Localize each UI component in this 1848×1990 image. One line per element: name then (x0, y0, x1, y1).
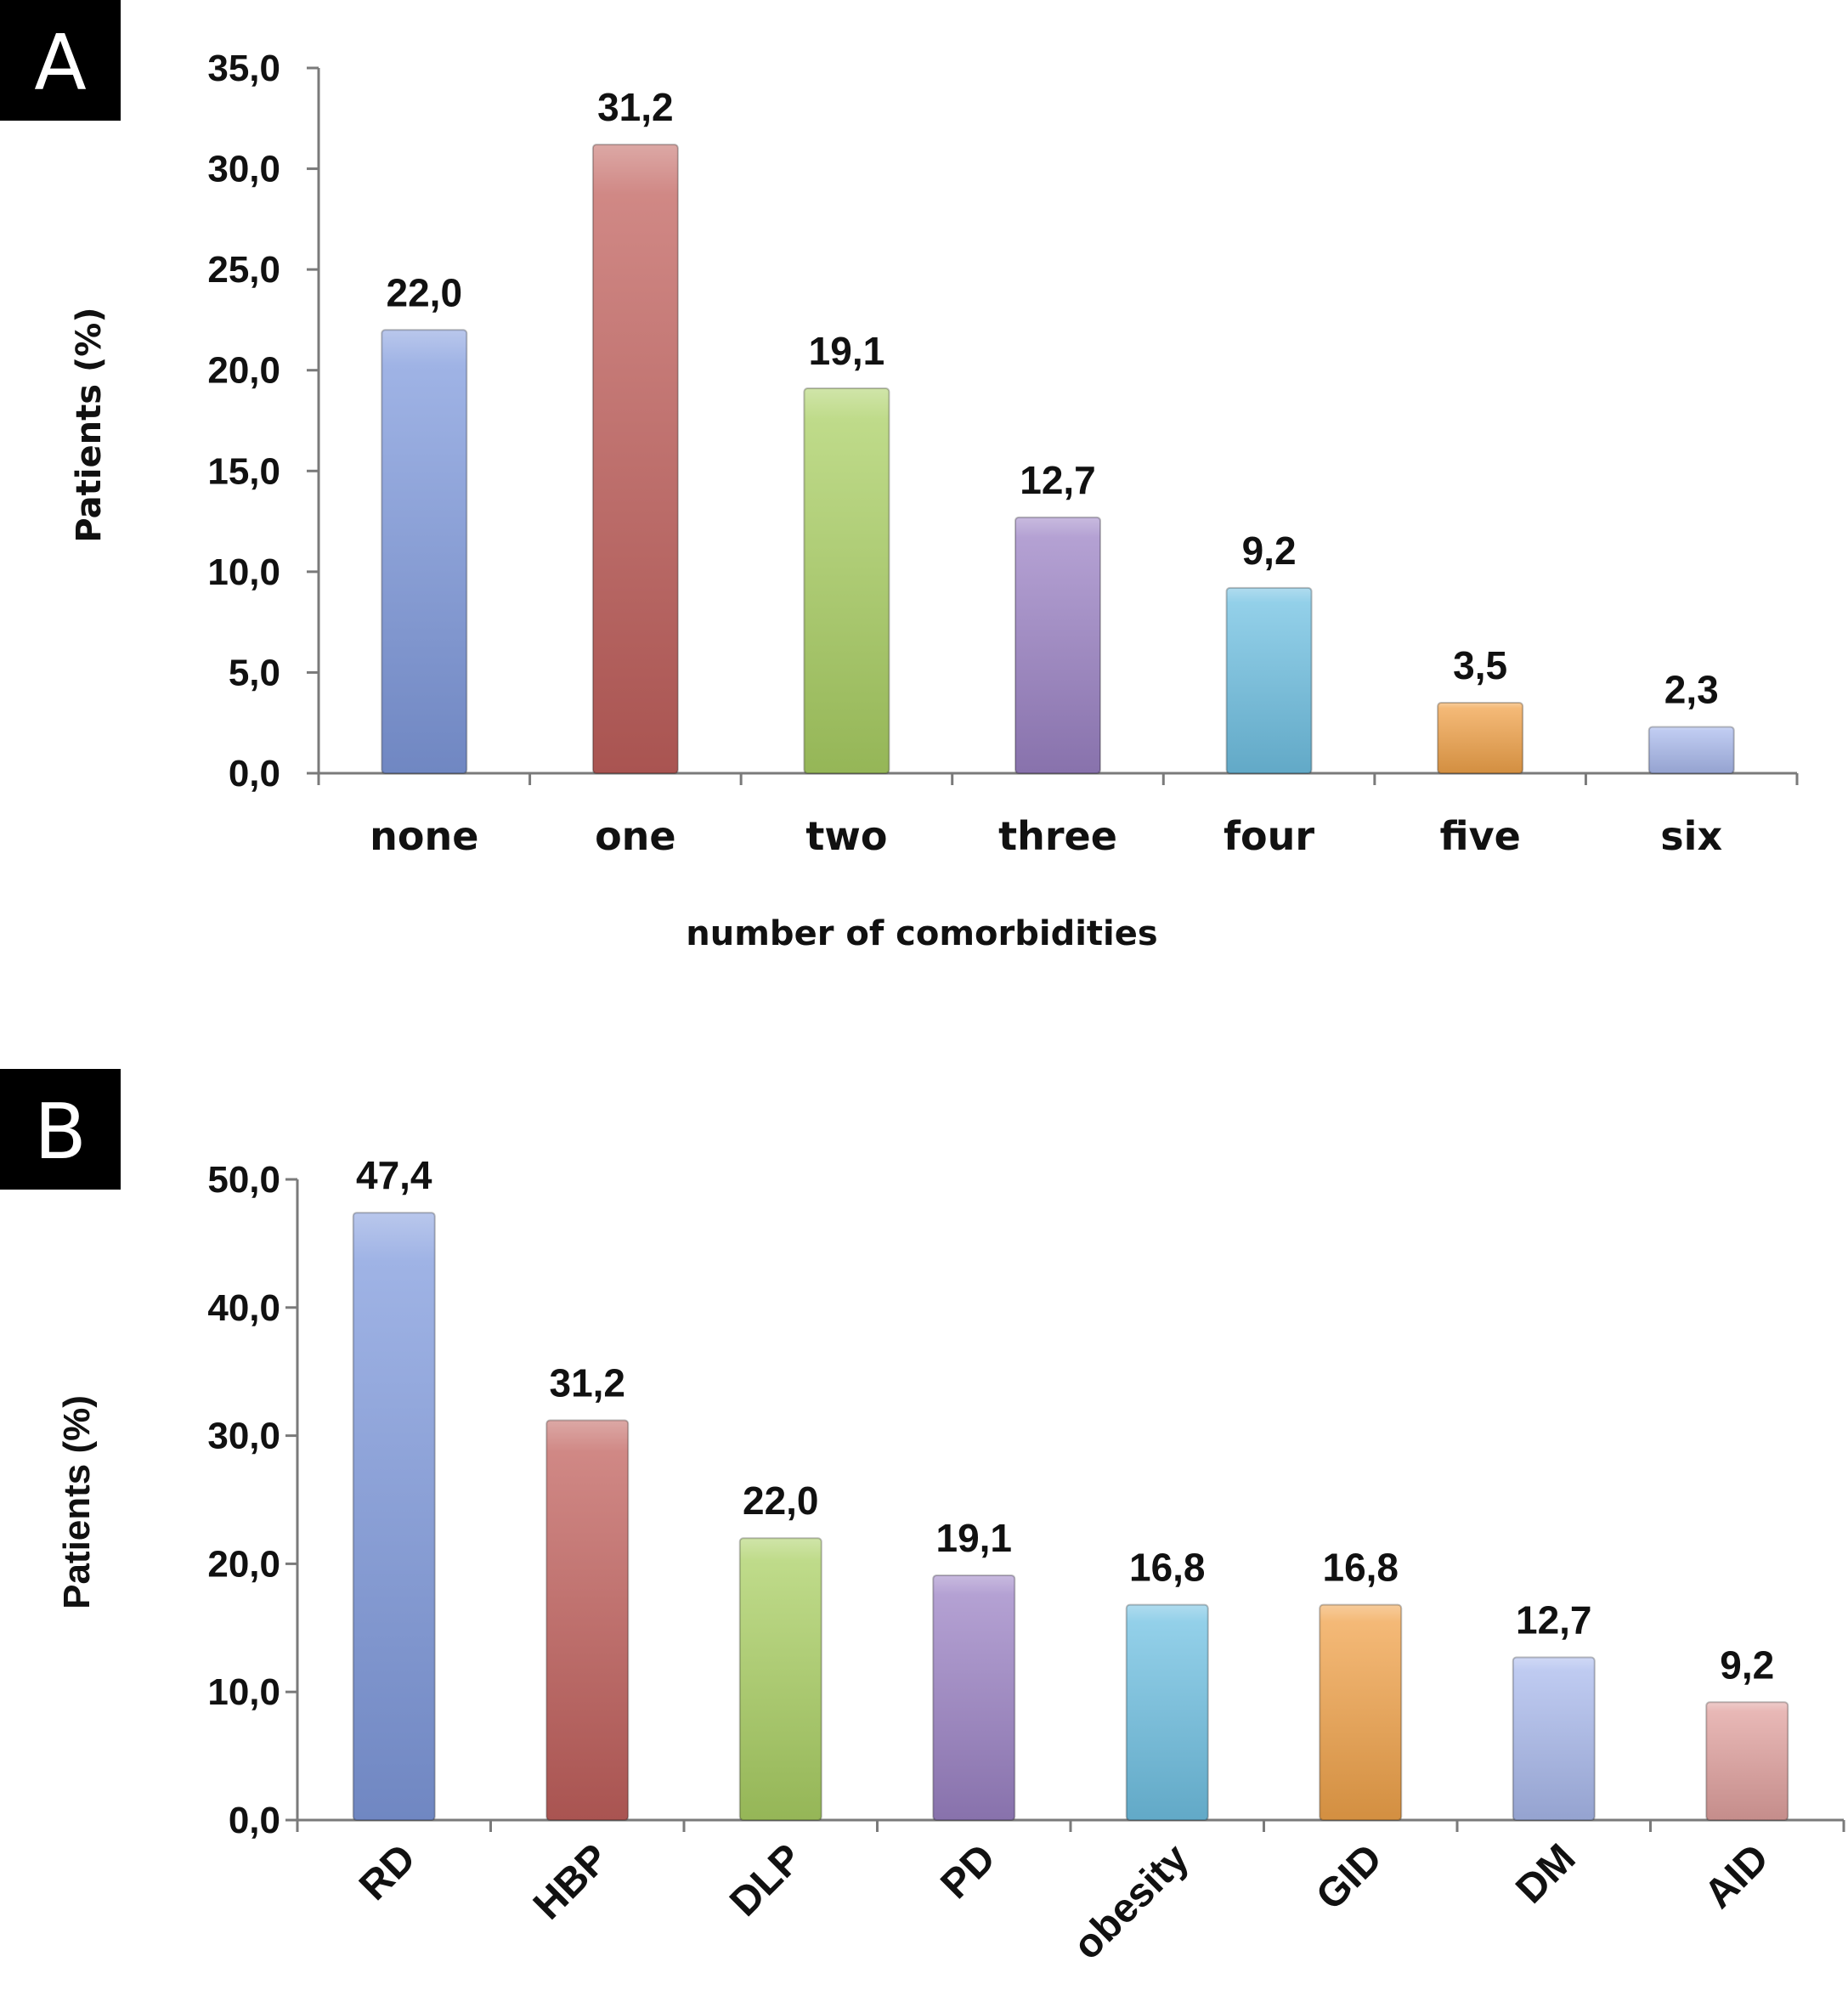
panel-b-bar-obesity (1125, 1603, 1209, 1821)
panel-b-badge-label: B (34, 1088, 87, 1177)
panel-a-y-tick-label: 15,0 (207, 450, 280, 492)
panel-a-category-label: two (805, 813, 887, 859)
panel-a-data-label: 9,2 (1242, 529, 1297, 573)
panel-a-category-label: five (1440, 813, 1521, 859)
panel-b-y-tick-label: 50,0 (207, 1159, 280, 1201)
panel-b-category-label: obesity (1065, 1835, 1198, 1969)
panel-a-y-tick-label: 10,0 (207, 551, 280, 593)
panel-b-bar-pd (932, 1574, 1016, 1822)
panel-b-data-label: 16,8 (1129, 1546, 1206, 1590)
panel-a-y-tick-label: 25,0 (207, 249, 280, 291)
panel-a-y-axis-title: Patients (%) (70, 307, 109, 542)
panel-a-bar-none (381, 329, 468, 774)
panel-a-chart: A 0,0 5,0 10,0 15,0 20,0 25,0 30,0 35,0 none one t… (0, 0, 1799, 953)
panel-b-axes: 0,0 10,0 20,0 30,0 40,0 50,0 RD HBP DLP PD obesity… (207, 1159, 1845, 1969)
panel-a-bar-six (1647, 726, 1735, 775)
panel-b-category-label: GID (1308, 1835, 1391, 1919)
panel-a-bars: 22,0 31,2 19,1 12,7 9,2 3,5 2,3 (381, 85, 1735, 775)
panel-a-data-label: 3,5 (1453, 643, 1507, 687)
panel-b-y-tick-label: 30,0 (207, 1416, 280, 1457)
panel-a-y-tick-label: 0,0 (229, 753, 280, 794)
panel-b-bar-dlp (738, 1537, 822, 1821)
panel-a-category-label: four (1224, 813, 1314, 859)
panel-b-data-label: 16,8 (1322, 1546, 1399, 1590)
panel-a-bar-three (1014, 516, 1101, 774)
panel-a-data-label: 2,3 (1664, 667, 1719, 711)
panel-b-category-label: DLP (721, 1835, 811, 1925)
panel-a-data-label: 12,7 (1020, 458, 1096, 502)
panel-b-bar-dm (1512, 1656, 1596, 1822)
panel-b-data-label: 22,0 (743, 1478, 819, 1523)
panel-a-y-tick-label: 30,0 (207, 149, 280, 190)
panel-a-data-label: 22,0 (387, 270, 463, 314)
panel-b-category-label: RD (351, 1835, 424, 1908)
panel-b-data-label: 31,2 (549, 1361, 625, 1405)
panel-b-bar-gid (1319, 1603, 1403, 1821)
panel-b-category-label: DM (1507, 1835, 1584, 1912)
panel-b-y-tick-label: 40,0 (207, 1287, 280, 1329)
panel-b-badge: B (0, 1069, 121, 1190)
panel-a-category-label: three (998, 813, 1117, 859)
panel-a-category-label: one (595, 813, 676, 859)
panel-b-bar-hbp (545, 1419, 630, 1822)
panel-a-bar-four (1225, 586, 1313, 774)
panel-b-data-label: 12,7 (1516, 1597, 1592, 1642)
panel-b-data-label: 47,4 (356, 1153, 432, 1197)
panel-a-data-label: 31,2 (597, 85, 674, 129)
panel-a-x-axis-title: number of comorbidities (686, 914, 1157, 953)
panel-b-y-tick-label: 10,0 (207, 1671, 280, 1713)
panel-b-data-label: 19,1 (935, 1516, 1012, 1560)
panel-b-data-label: 9,2 (1720, 1642, 1774, 1687)
panel-a-y-tick-label: 5,0 (229, 652, 280, 693)
panel-b-y-axis-title: Patients (%) (56, 1395, 98, 1609)
panel-b-category-label: HBP (525, 1835, 618, 1928)
panel-b-bar-aid (1705, 1701, 1789, 1822)
panel-a-badge: A (0, 0, 121, 121)
panel-b-chart: B 0,0 10,0 20,0 30,0 40,0 50,0 RD HBP DLP PD obesi… (0, 1069, 1845, 1969)
panel-a-bar-two (803, 387, 890, 774)
panel-a-data-label: 19,1 (809, 329, 885, 373)
panel-a-category-label: six (1660, 813, 1722, 859)
panel-a-category-label: none (370, 813, 478, 859)
panel-a-y-tick-label: 20,0 (207, 350, 280, 392)
panel-b-category-label: AID (1696, 1835, 1777, 1917)
panel-b-bars: 47,4 31,2 22,0 19,1 16,8 16,8 12,7 9,2 (352, 1153, 1789, 1822)
panel-b-y-tick-label: 20,0 (207, 1543, 280, 1585)
panel-b-y-tick-label: 0,0 (229, 1800, 280, 1841)
panel-a-badge-label: A (34, 19, 87, 108)
panel-b-category-label: PD (932, 1835, 1004, 1908)
panel-a-bar-five (1437, 702, 1524, 774)
panel-a-y-tick-label: 35,0 (207, 48, 280, 89)
panel-b-bar-rd (352, 1212, 436, 1821)
panel-a-bar-one (591, 144, 679, 775)
